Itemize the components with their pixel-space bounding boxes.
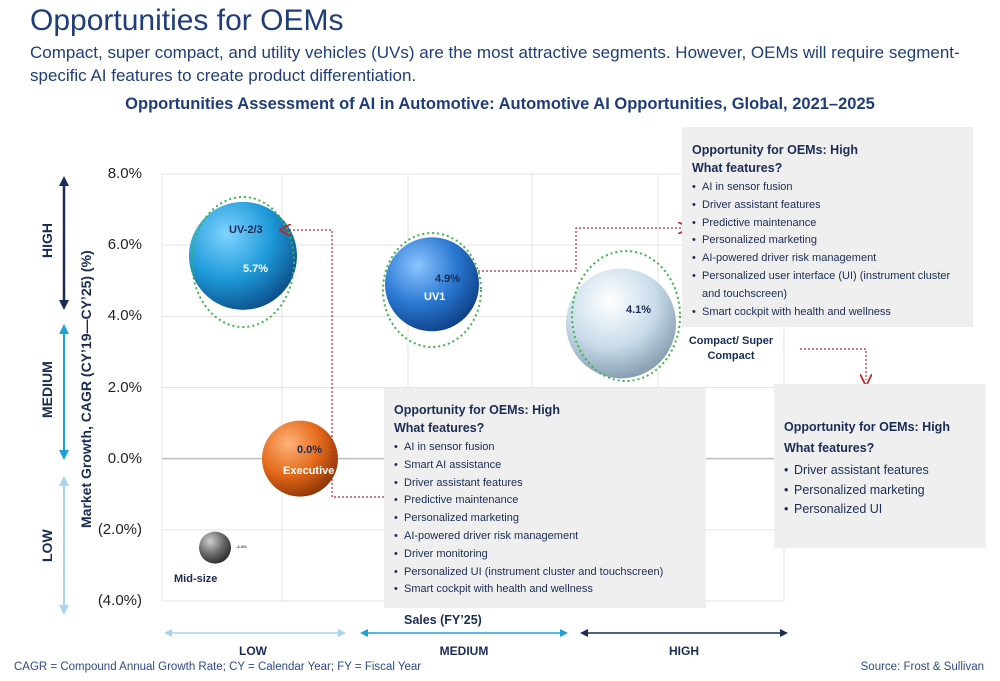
panel-uv-heading2: What features? [692,161,783,175]
list-item: AI in sensor fusion [692,179,963,197]
y-tick-label: 4.0% [107,307,142,325]
list-item: AI in sensor fusion [394,439,696,457]
chart-title: Opportunities Assessment of AI in Automo… [125,95,875,113]
bubble-uv1 [385,237,479,332]
y-tick-label: (4.0%) [97,592,142,609]
panel-uv-list: AI in sensor fusion Driver assistant fea… [692,179,963,321]
panel-exec-heading1: Opportunity for OEMs: High [394,403,560,417]
connector-layer [285,228,866,498]
list-item: Smart cockpit with health and wellness [692,304,963,322]
list-item: Personalized user interface (UI) (instru… [692,268,963,304]
y-tick-label: 8.0% [107,165,142,182]
list-item: Personalized UI [784,500,976,520]
bubble-executive [262,420,338,497]
panel-uv-heading1: Opportunity for OEMs: High [692,143,858,157]
panel-compact-features: Opportunity for OEMs: High What features… [774,384,986,548]
list-item: Driver monitoring [394,546,696,564]
bubble-compact-super-compact [566,268,676,379]
list-item: Personalized marketing [394,510,696,528]
bubble-highlight-ring [191,196,295,328]
source-note: Source: Frost & Sullivan [860,661,984,673]
panel-compact-list: Driver assistant features Personalized m… [784,461,976,520]
page-title: Opportunities for OEMs [30,4,344,37]
label-uv23-value: 5.7% [243,263,269,275]
panel-uv-features: Opportunity for OEMs: High What features… [682,127,973,327]
y-category-high: HIGH [39,223,55,258]
y-tick-label: (2.0%) [97,520,142,538]
list-item: Personalized UI (instrument cluster and … [394,564,696,582]
connector-exec [285,230,384,498]
footnote: CAGR = Compound Annual Growth Rate; CY =… [14,661,422,673]
bubble-mid-size [199,531,231,564]
panel-compact-heading2: What features? [784,441,875,455]
panel-executive-features: Opportunity for OEMs: High What features… [384,388,706,608]
page-subtitle: Compact, super compact, and utility vehi… [30,43,960,85]
bubble-layer [189,196,681,564]
connector-compact [800,348,866,380]
list-item: Smart cockpit with health and wellness [394,581,696,599]
y-category-medium: MEDIUM [39,361,55,418]
label-compact-name: Compact/ Super Compact [688,335,774,362]
label-compact-value: 4.1% [626,304,652,316]
bubble-uv-2-3 [189,201,297,310]
bubble-highlight-ring [382,232,482,348]
label-uv23-name: UV-2/3 [229,224,263,236]
list-item: Smart AI assistance [394,457,696,475]
label-midsize-name: Mid-size [174,573,218,585]
x-category-medium: MEDIUM [439,644,489,658]
panel-exec-list: AI in sensor fusion Smart AI assistance … [394,439,696,599]
y-tick-label: 0.0% [107,449,142,467]
list-item: Predictive maintenance [692,215,963,233]
list-item: Personalized marketing [784,481,976,501]
label-exec-name: Executive [283,465,335,477]
x-category-high: HIGH [669,644,699,658]
list-item: Personalized marketing [692,232,963,250]
list-item: AI-powered driver risk management [692,250,963,268]
list-item: Driver assistant features [784,461,976,481]
panel-compact-heading1: Opportunity for OEMs: High [784,420,950,434]
list-item: AI-powered driver risk management [394,528,696,546]
y-tick-label: 6.0% [107,236,142,254]
label-midsize-value: -2.4% [236,544,247,549]
y-tick-label: 2.0% [107,378,142,396]
bubble-highlight-ring [571,250,681,382]
y-axis-title: Market Growth, CAGR (CY’19—CY’25) (%) [78,250,94,528]
label-exec-value: 0.0% [297,444,323,456]
x-category-low: LOW [239,644,267,658]
connector-uv1 [478,228,684,272]
y-axis-arrows [59,176,69,615]
x-axis-arrows [164,629,788,637]
panel-exec-heading2: What features? [394,421,485,435]
list-item: Predictive maintenance [394,492,696,510]
list-item: Driver assistant features [692,197,963,215]
list-item: Driver assistant features [394,475,696,493]
x-axis-title: Sales (FY’25) [404,613,482,627]
y-category-low: LOW [39,529,55,562]
label-uv1-value: 4.9% [435,273,461,285]
label-uv1-name: UV1 [424,291,446,303]
